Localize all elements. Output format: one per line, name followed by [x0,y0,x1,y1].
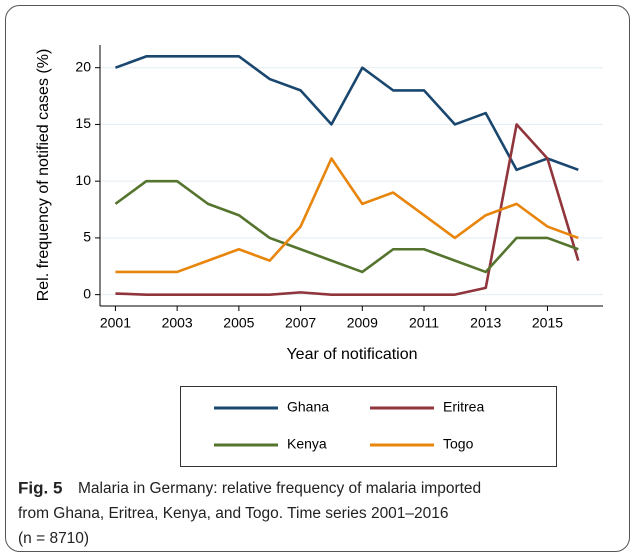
caption-line: (n = 8710) [18,530,89,547]
caption-label: Fig. 5 [18,478,62,497]
series-line [115,123,580,296]
x-tick-label: 2015 [532,315,563,331]
x-tick-label: 2009 [347,315,378,331]
figure-frame [5,5,630,552]
legend-label: Kenya [287,436,327,452]
x-tick-label: 2005 [223,315,254,331]
x-tick-label: 2013 [470,315,501,331]
x-tick-label: 2007 [285,315,316,331]
x-tick-label: 2011 [409,315,439,331]
x-tick-label: 2003 [162,315,193,331]
series-line [115,157,579,274]
series-line [114,55,579,172]
legend-box [180,386,557,467]
caption-line: from Ghana, Eritrea, Kenya, and Togo. Ti… [18,505,449,522]
y-tick-label: 15 [75,115,91,131]
x-tick-label: 2001 [100,315,131,331]
series-line [114,179,579,274]
caption-line: Malaria in Germany: relative frequency o… [78,480,481,497]
legend-label: Togo [443,436,474,452]
y-tick-label: 0 [83,285,91,301]
y-tick-label: 5 [83,229,91,245]
legend-label: Ghana [287,399,329,415]
legend-label: Eritrea [443,399,484,415]
x-axis-title: Year of notification [286,346,417,363]
y-tick-label: 20 [75,58,91,74]
y-axis-title: Rel. frequency of notified cases (%) [35,49,52,302]
y-tick-label: 10 [75,172,91,188]
